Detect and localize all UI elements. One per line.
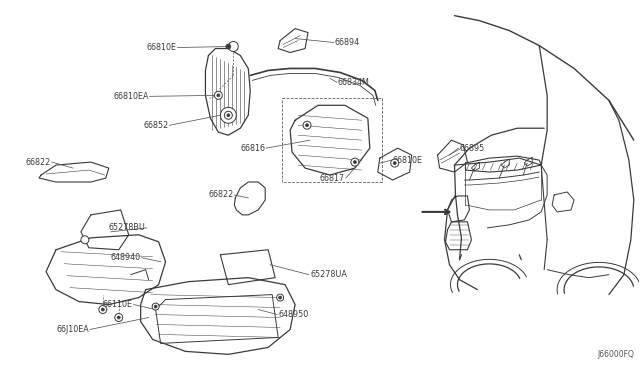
Circle shape [226, 44, 231, 49]
Circle shape [217, 94, 220, 97]
Circle shape [228, 42, 238, 51]
Text: 66817: 66817 [320, 173, 345, 183]
Text: 66J10EA: 66J10EA [56, 325, 89, 334]
Text: 66822: 66822 [208, 190, 234, 199]
Circle shape [101, 308, 104, 311]
Text: 66895: 66895 [460, 144, 484, 153]
Circle shape [115, 314, 123, 321]
Text: 66822: 66822 [26, 158, 51, 167]
Text: 66894: 66894 [335, 38, 360, 47]
Circle shape [81, 236, 89, 244]
Circle shape [303, 121, 311, 129]
Circle shape [83, 237, 88, 242]
Circle shape [351, 158, 359, 166]
Circle shape [220, 107, 236, 123]
Text: 66810EA: 66810EA [113, 92, 148, 101]
Circle shape [152, 303, 159, 310]
Circle shape [230, 44, 236, 49]
Circle shape [353, 161, 356, 164]
Circle shape [154, 305, 157, 308]
Text: 66816: 66816 [240, 144, 265, 153]
Text: 66110E: 66110E [102, 300, 132, 309]
Text: 66852: 66852 [143, 121, 168, 130]
Text: 66810E: 66810E [393, 155, 423, 164]
Text: 648940: 648940 [111, 253, 141, 262]
Circle shape [305, 124, 308, 127]
Circle shape [278, 296, 282, 299]
Text: 65278UA: 65278UA [310, 270, 347, 279]
Circle shape [99, 305, 107, 314]
Circle shape [117, 316, 120, 319]
Circle shape [393, 161, 396, 164]
Circle shape [225, 111, 232, 119]
Circle shape [276, 294, 284, 301]
Text: 66834M: 66834M [338, 78, 370, 87]
Circle shape [227, 114, 230, 117]
Text: 66810E: 66810E [147, 43, 177, 52]
Circle shape [391, 159, 399, 167]
Text: 648950: 648950 [278, 310, 308, 319]
Text: 65278BU: 65278BU [109, 223, 146, 232]
Text: J66000FQ: J66000FQ [597, 350, 634, 359]
Circle shape [214, 92, 222, 99]
